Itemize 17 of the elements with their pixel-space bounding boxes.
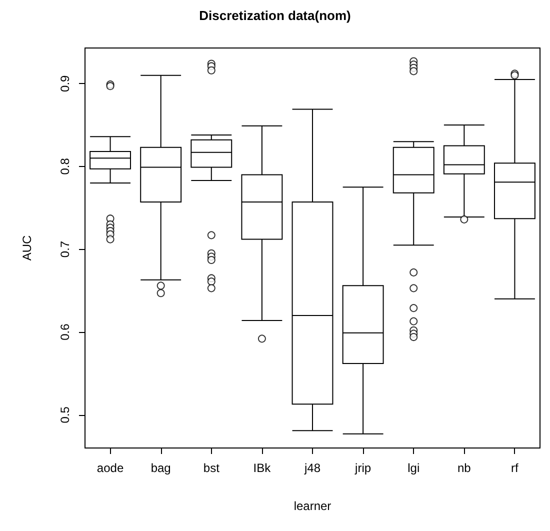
- x-tick-label: aode: [96, 461, 124, 475]
- x-tick-label: jrip: [354, 461, 372, 475]
- x-axis-title: learner: [294, 499, 332, 513]
- y-tick-label: 0.7: [58, 240, 72, 258]
- x-tick-label: nb: [457, 461, 472, 475]
- x-tick-label: bst: [203, 461, 220, 475]
- x-tick-label: bag: [150, 461, 171, 475]
- x-tick-label: IBk: [253, 461, 272, 475]
- x-tick-label: j48: [303, 461, 321, 475]
- y-tick-label: 0.5: [58, 406, 72, 424]
- y-tick-label: 0.9: [58, 74, 72, 92]
- y-axis-title: AUC: [20, 235, 34, 261]
- y-tick-label: 0.6: [58, 323, 72, 340]
- y-tick-label: 0.8: [58, 158, 72, 175]
- x-tick-label: lgi: [408, 461, 420, 475]
- x-tick-label: rf: [511, 461, 520, 475]
- chart-title: Discretization data(nom): [199, 8, 351, 23]
